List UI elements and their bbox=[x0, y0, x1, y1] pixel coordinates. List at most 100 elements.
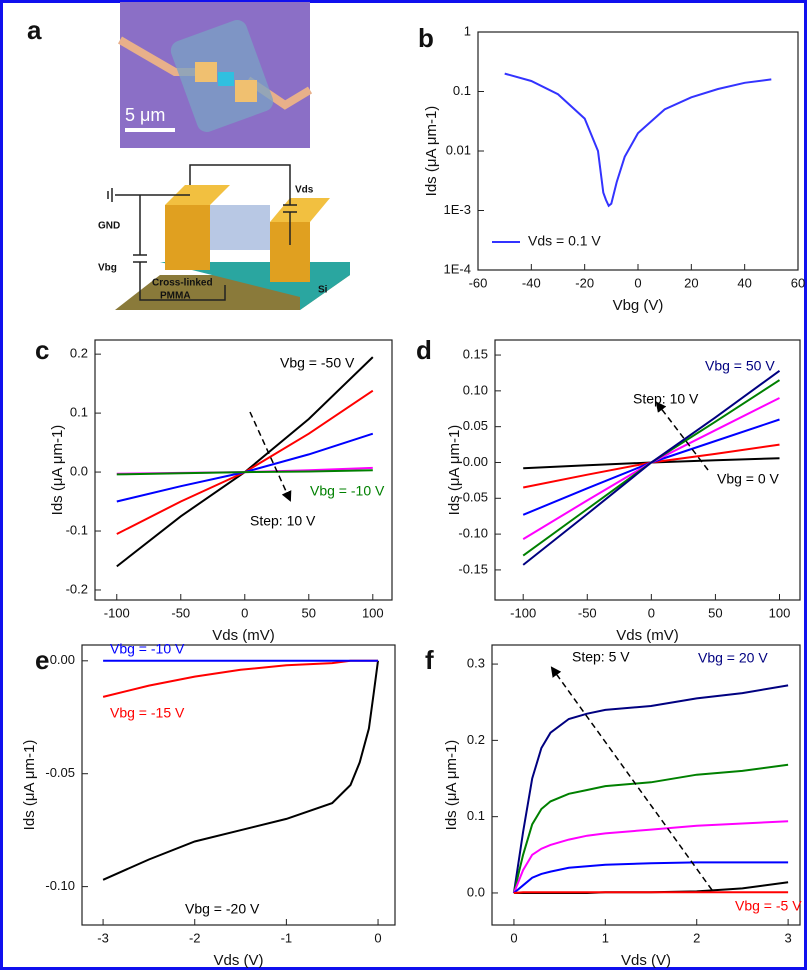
y-tick-label: 1E-3 bbox=[444, 202, 471, 217]
x-tick-label: 50 bbox=[302, 605, 316, 620]
x-tick-label: -100 bbox=[510, 605, 536, 620]
x-tick-label: 2 bbox=[693, 930, 700, 945]
x-tick-label: 0 bbox=[241, 605, 248, 620]
legend-label: Vds = 0.1 V bbox=[528, 233, 601, 249]
plot-frame bbox=[82, 645, 395, 925]
schematic-label: PMMA bbox=[160, 291, 191, 302]
y-tick-label: 0.10 bbox=[463, 382, 488, 397]
y-axis-label: Ids (μA μm-1) bbox=[443, 740, 460, 831]
y-tick-label: 0.15 bbox=[463, 346, 488, 361]
scale-bar-label: 5 μm bbox=[125, 105, 165, 125]
data-line bbox=[117, 357, 373, 566]
y-tick-label: 1 bbox=[464, 23, 471, 38]
x-tick-label: 100 bbox=[769, 605, 791, 620]
annotation: Vbg = 50 V bbox=[705, 358, 775, 374]
x-tick-label: 40 bbox=[737, 275, 751, 290]
y-axis-label: Ids (μA μm-1) bbox=[21, 740, 38, 831]
annotation: Step: 5 V bbox=[572, 649, 630, 665]
data-line bbox=[514, 892, 788, 893]
y-tick-label: 0.00 bbox=[50, 652, 75, 667]
y-tick-label: 1E-4 bbox=[444, 261, 471, 276]
y-axis-label: Ids (μA μm-1) bbox=[49, 425, 66, 516]
y-tick-label: 0.1 bbox=[453, 83, 471, 98]
y-tick-label: 0.01 bbox=[446, 142, 471, 157]
y-tick-label: 0.1 bbox=[467, 808, 485, 823]
x-tick-label: 0 bbox=[648, 605, 655, 620]
annotation: Vbg = -15 V bbox=[110, 705, 185, 721]
x-tick-label: 1 bbox=[602, 930, 609, 945]
y-tick-label: 0.05 bbox=[463, 418, 488, 433]
annotation: Vbg = -10 V bbox=[110, 641, 185, 657]
micrograph bbox=[120, 2, 310, 148]
x-tick-label: 100 bbox=[362, 605, 384, 620]
panel-label: f bbox=[425, 645, 434, 675]
annotation: Vbg = -20 V bbox=[185, 901, 260, 917]
x-axis-label: Vds (mV) bbox=[616, 627, 679, 644]
data-line bbox=[103, 661, 378, 880]
schematic-label: GND bbox=[98, 221, 120, 232]
x-tick-label: -60 bbox=[469, 275, 488, 290]
x-tick-label: 20 bbox=[684, 275, 698, 290]
x-tick-label: -50 bbox=[578, 605, 597, 620]
y-tick-label: 0.00 bbox=[463, 454, 488, 469]
x-tick-label: -1 bbox=[281, 930, 293, 945]
annotation: Vbg = -10 V bbox=[310, 483, 385, 499]
x-tick-label: 0 bbox=[374, 930, 381, 945]
x-axis-label: Vbg (V) bbox=[613, 297, 664, 314]
panel-label: c bbox=[35, 335, 49, 365]
y-tick-label: 0.0 bbox=[70, 464, 88, 479]
schematic-label: Vbg bbox=[98, 263, 117, 274]
data-line bbox=[117, 391, 373, 534]
data-line bbox=[523, 398, 779, 539]
step-arrow bbox=[552, 668, 712, 890]
y-tick-label: 0.1 bbox=[70, 405, 88, 420]
annotation: Vbg = -5 V bbox=[735, 898, 802, 914]
panel-label: b bbox=[418, 23, 434, 53]
x-tick-label: -3 bbox=[97, 930, 109, 945]
x-axis-label: Vds (mV) bbox=[212, 627, 275, 644]
plot-frame bbox=[492, 645, 800, 925]
panel-label: e bbox=[35, 645, 49, 675]
y-tick-label: 0.0 bbox=[467, 884, 485, 899]
x-tick-label: -50 bbox=[171, 605, 190, 620]
y-tick-label: -0.15 bbox=[458, 561, 488, 576]
x-tick-label: 0 bbox=[634, 275, 641, 290]
x-tick-label: -2 bbox=[189, 930, 201, 945]
y-tick-label: 0.3 bbox=[467, 656, 485, 671]
annotation: Step: 10 V bbox=[633, 391, 699, 407]
annotation: Step: 10 V bbox=[250, 513, 316, 529]
x-tick-label: -20 bbox=[575, 275, 594, 290]
schematic-label: Vds bbox=[295, 185, 314, 196]
figure: a 5 μm -60-40-2002040601E-41E-30.010.11V… bbox=[0, 0, 807, 970]
y-axis-label: Ids (μA μm-1) bbox=[423, 106, 440, 197]
chart-panel: -60 -40 -20 0 20 40 60 1E-4 1E-3 0.01 0.1 1 Vbg (V) I… bbox=[418, 23, 805, 314]
x-tick-label: 50 bbox=[708, 605, 722, 620]
y-tick-label: -0.10 bbox=[45, 878, 75, 893]
y-tick-label: -0.1 bbox=[66, 522, 88, 537]
chart-panel: -3 -2 -1 0 -0.10 -0.05 0.00 Vds (V) Ids (μA μm-1… bbox=[21, 641, 395, 969]
annotation: Vbg = 0 V bbox=[717, 471, 780, 487]
plot-frame bbox=[478, 32, 798, 270]
page: {"panel_a": {"label": "a", "scale_bar": … bbox=[0, 0, 807, 970]
y-axis-label: Ids (μA μm-1) bbox=[446, 425, 463, 516]
x-tick-label: 0 bbox=[510, 930, 517, 945]
device-schematic bbox=[108, 165, 350, 310]
data-line bbox=[514, 821, 788, 893]
data-line bbox=[505, 74, 772, 206]
chart-panel: 01230.00.10.20.3Vds (V)Ids (μA μm-1)fSte… bbox=[425, 645, 802, 969]
annotation: Vbg = 20 V bbox=[698, 650, 768, 666]
x-tick-label: 60 bbox=[791, 275, 805, 290]
x-axis-label: Vds (V) bbox=[213, 952, 263, 969]
x-tick-label: -40 bbox=[522, 275, 541, 290]
y-tick-label: 0.2 bbox=[70, 346, 88, 361]
y-tick-label: -0.05 bbox=[45, 765, 75, 780]
y-tick-label: -0.2 bbox=[66, 581, 88, 596]
y-tick-label: -0.10 bbox=[458, 526, 488, 541]
annotation: Vbg = -50 V bbox=[280, 355, 355, 371]
chart-panel: -100-50050100-0.2-0.10.00.10.2Vds (mV)Id… bbox=[35, 335, 392, 644]
schematic-label: Cross-linked bbox=[152, 278, 213, 289]
panel-label: a bbox=[27, 15, 42, 45]
x-tick-label: 3 bbox=[785, 930, 792, 945]
panel-label: d bbox=[416, 335, 432, 365]
